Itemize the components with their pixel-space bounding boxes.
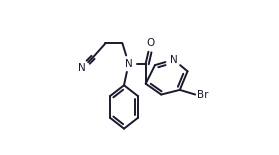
Text: N: N	[78, 63, 86, 73]
Text: O: O	[146, 38, 155, 48]
Text: N: N	[170, 55, 177, 65]
Text: Br: Br	[196, 90, 208, 100]
Text: N: N	[125, 59, 133, 69]
